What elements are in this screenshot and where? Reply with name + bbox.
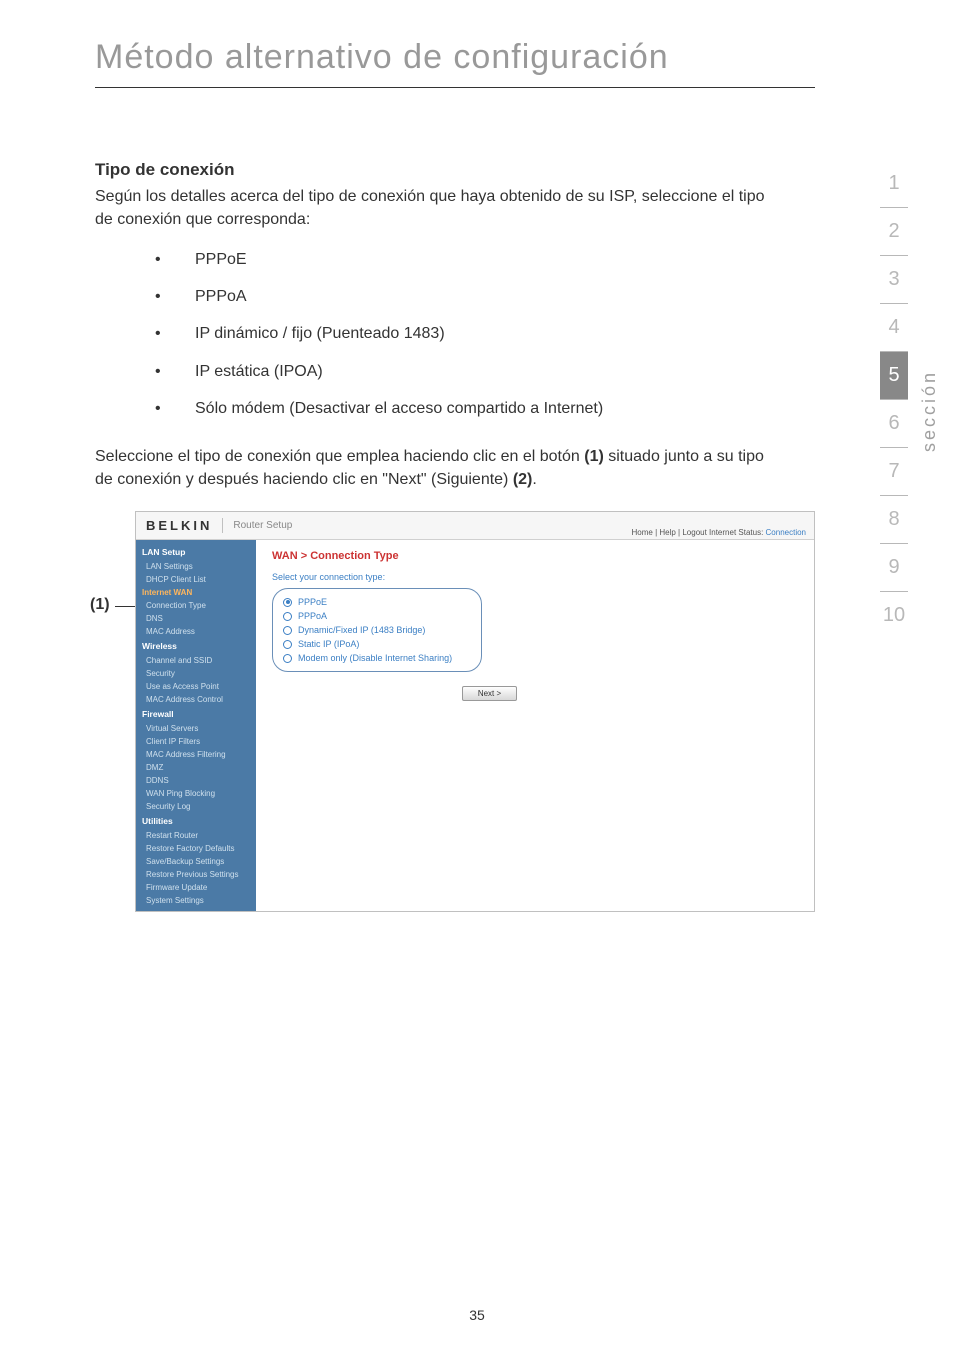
router-body: LAN SetupLAN SettingsDHCP Client ListInt… bbox=[136, 540, 814, 911]
radio-label: Modem only (Disable Internet Sharing) bbox=[298, 653, 452, 663]
nav-item[interactable]: DDNS bbox=[136, 774, 256, 787]
nav-item[interactable]: System Settings bbox=[136, 894, 256, 907]
ref-2: (2) bbox=[513, 471, 533, 488]
nav-item[interactable]: Firmware Update bbox=[136, 881, 256, 894]
section-tab[interactable]: 9 bbox=[880, 544, 908, 592]
nav-item[interactable]: Internet WAN bbox=[136, 586, 256, 599]
router-sidebar: LAN SetupLAN SettingsDHCP Client ListInt… bbox=[136, 540, 256, 911]
nav-item[interactable]: DNS bbox=[136, 612, 256, 625]
nav-item[interactable]: DMZ bbox=[136, 761, 256, 774]
nav-item[interactable]: Save/Backup Settings bbox=[136, 855, 256, 868]
select-label: Select your connection type: bbox=[272, 572, 798, 582]
nav-item[interactable]: Security Log bbox=[136, 800, 256, 813]
nav-item[interactable]: DHCP Client List bbox=[136, 573, 256, 586]
radio-option[interactable]: Dynamic/Fixed IP (1483 Bridge) bbox=[283, 623, 471, 637]
section-tab[interactable]: 4 bbox=[880, 304, 908, 352]
section-side-label: sección bbox=[919, 370, 940, 452]
section-heading: Tipo de conexión bbox=[95, 158, 784, 183]
intro-text: Según los detalles acerca del tipo de co… bbox=[95, 185, 784, 231]
radio-label: Static IP (IPoA) bbox=[298, 639, 359, 649]
nav-item[interactable]: Use as Access Point bbox=[136, 680, 256, 693]
status-links[interactable]: Home | Help | Logout Internet Status: bbox=[632, 528, 766, 537]
radio-option[interactable]: Modem only (Disable Internet Sharing) bbox=[283, 651, 471, 665]
nav-item[interactable]: Security bbox=[136, 667, 256, 680]
connection-type-radio-group: PPPoE PPPoA Dynamic/Fixed IP (1483 Bridge)… bbox=[272, 588, 482, 672]
nav-item[interactable]: Channel and SSID bbox=[136, 654, 256, 667]
content-area: Tipo de conexión Según los detalles acer… bbox=[0, 88, 954, 491]
nav-item[interactable]: WAN Ping Blocking bbox=[136, 787, 256, 800]
router-brand: BELKIN bbox=[146, 518, 223, 533]
status-connection: Connection bbox=[766, 528, 806, 537]
bullet-list: PPPoE PPPoA IP dinámico / fijo (Puentead… bbox=[95, 241, 784, 427]
callout-label-1: (1) bbox=[90, 596, 110, 614]
bullet-item: IP dinámico / fijo (Puenteado 1483) bbox=[155, 315, 784, 352]
router-screenshot: (1) BELKIN Router Setup Home | Help | Lo… bbox=[95, 511, 815, 912]
section-tab[interactable]: 1 bbox=[880, 160, 908, 208]
bullet-item: PPPoE bbox=[155, 241, 784, 278]
nav-item[interactable]: Restore Factory Defaults bbox=[136, 842, 256, 855]
router-header-title: Router Setup bbox=[223, 520, 292, 531]
nav-group[interactable]: Firewall bbox=[136, 706, 256, 722]
section-tab[interactable]: 10 bbox=[880, 592, 908, 639]
nav-group[interactable]: LAN Setup bbox=[136, 544, 256, 560]
nav-group[interactable]: Wireless bbox=[136, 638, 256, 654]
radio-icon[interactable] bbox=[283, 598, 292, 607]
section-tab[interactable]: 5 bbox=[880, 352, 908, 400]
radio-label: PPPoE bbox=[298, 597, 327, 607]
wan-title: WAN > Connection Type bbox=[272, 550, 798, 562]
router-ui: BELKIN Router Setup Home | Help | Logout… bbox=[135, 511, 815, 912]
nav-item[interactable]: Restore Previous Settings bbox=[136, 868, 256, 881]
nav-item[interactable]: Client IP Filters bbox=[136, 735, 256, 748]
radio-icon[interactable] bbox=[283, 640, 292, 649]
bullet-item: Sólo módem (Desactivar el acceso compart… bbox=[155, 390, 784, 427]
section-tab[interactable]: 7 bbox=[880, 448, 908, 496]
radio-label: PPPoA bbox=[298, 611, 327, 621]
section-tab[interactable]: 8 bbox=[880, 496, 908, 544]
para-text: . bbox=[532, 471, 536, 488]
section-tab[interactable]: 3 bbox=[880, 256, 908, 304]
radio-option[interactable]: Static IP (IPoA) bbox=[283, 637, 471, 651]
bullet-item: IP estática (IPOA) bbox=[155, 353, 784, 390]
nav-item[interactable]: Restart Router bbox=[136, 829, 256, 842]
section-tab[interactable]: 2 bbox=[880, 208, 908, 256]
router-header: BELKIN Router Setup Home | Help | Logout… bbox=[136, 512, 814, 540]
nav-item[interactable]: LAN Settings bbox=[136, 560, 256, 573]
nav-item[interactable]: MAC Address Filtering bbox=[136, 748, 256, 761]
radio-icon[interactable] bbox=[283, 612, 292, 621]
router-main: WAN > Connection Type Select your connec… bbox=[256, 540, 814, 911]
page-title: Método alternativo de configuración bbox=[0, 0, 954, 87]
para-text: Seleccione el tipo de conexión que emple… bbox=[95, 448, 584, 465]
nav-item[interactable]: Virtual Servers bbox=[136, 722, 256, 735]
nav-item[interactable]: Connection Type bbox=[136, 599, 256, 612]
section-tab[interactable]: 6 bbox=[880, 400, 908, 448]
radio-option[interactable]: PPPoE bbox=[283, 595, 471, 609]
nav-item[interactable]: MAC Address bbox=[136, 625, 256, 638]
bullet-item: PPPoA bbox=[155, 278, 784, 315]
page-number: 35 bbox=[0, 1307, 954, 1323]
ref-1: (1) bbox=[584, 448, 604, 465]
radio-icon[interactable] bbox=[283, 654, 292, 663]
next-button[interactable]: Next > bbox=[462, 686, 517, 701]
section-tabs: 12345678910 bbox=[880, 160, 908, 639]
radio-icon[interactable] bbox=[283, 626, 292, 635]
nav-group[interactable]: Utilities bbox=[136, 813, 256, 829]
radio-option[interactable]: PPPoA bbox=[283, 609, 471, 623]
radio-label: Dynamic/Fixed IP (1483 Bridge) bbox=[298, 625, 425, 635]
nav-item[interactable]: MAC Address Control bbox=[136, 693, 256, 706]
router-status: Home | Help | Logout Internet Status: Co… bbox=[632, 528, 807, 537]
instruction-text: Seleccione el tipo de conexión que emple… bbox=[95, 445, 784, 491]
